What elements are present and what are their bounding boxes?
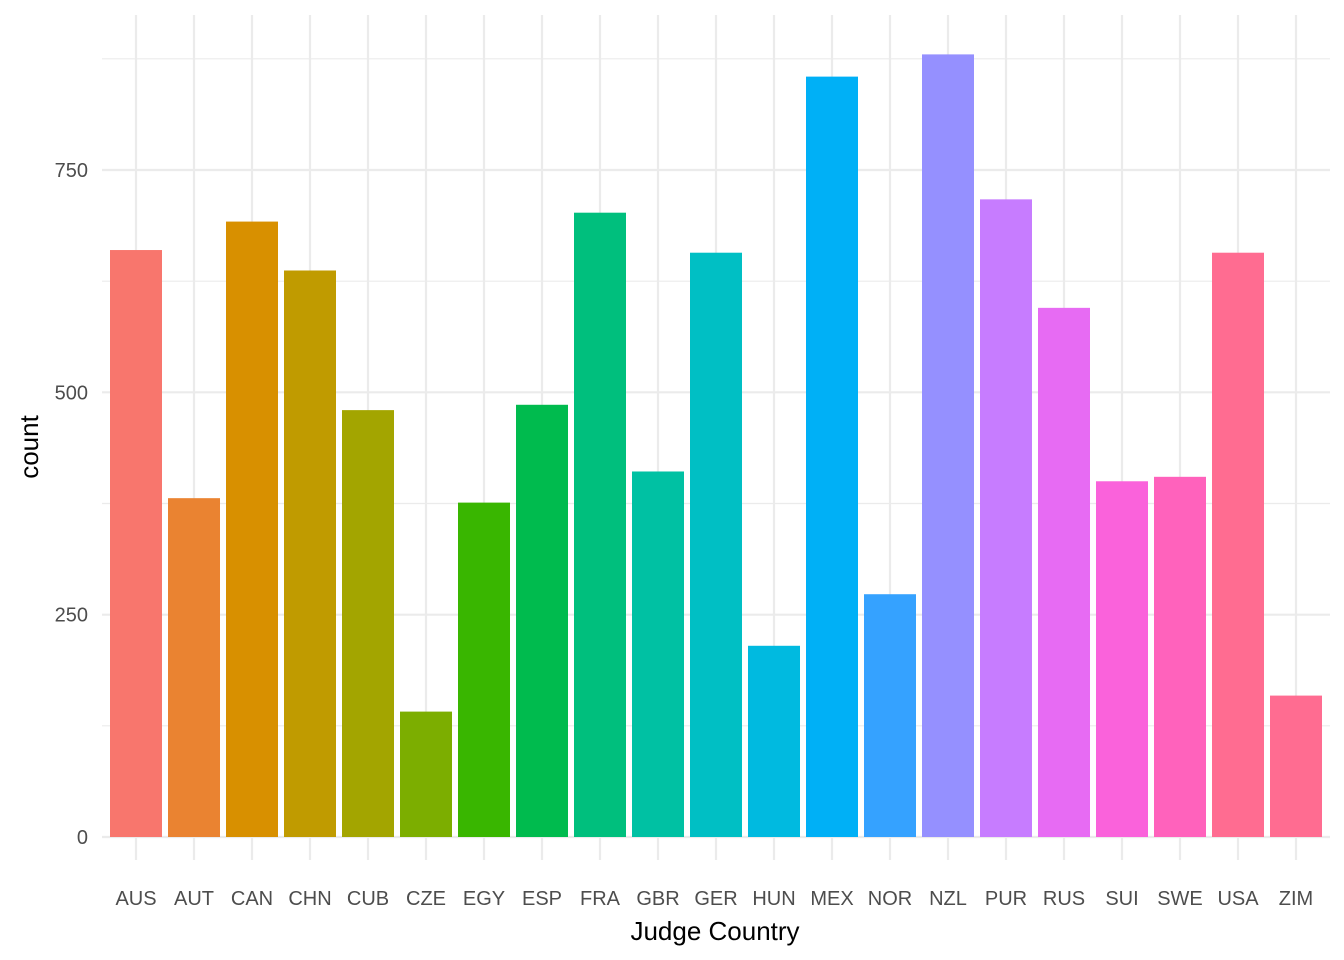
bar-swe (1154, 476, 1206, 837)
bar-cze (400, 711, 452, 837)
x-tick-label: GER (694, 888, 737, 910)
bar-aut (168, 498, 220, 837)
x-tick-label: CHN (288, 888, 331, 910)
x-tick-label: CUB (347, 888, 389, 910)
x-axis-title: Judge Country (630, 916, 799, 946)
x-tick-label: SWE (1157, 888, 1203, 910)
bar-hun (748, 645, 800, 837)
x-tick-label: AUT (174, 888, 214, 910)
x-tick-label: EGY (463, 888, 505, 910)
x-tick-label: MEX (810, 888, 853, 910)
y-axis-tick-labels: 0 250 500 750 (55, 160, 88, 849)
bar-rus (1038, 307, 1090, 837)
bar-fra (574, 212, 626, 838)
x-tick-label: AUS (115, 888, 156, 910)
bar-gbr (632, 471, 684, 837)
x-tick-label: GBR (636, 888, 679, 910)
bars (110, 54, 1322, 838)
bar-usa (1212, 252, 1264, 837)
x-tick-label: ESP (522, 888, 562, 910)
x-tick-label: HUN (752, 888, 795, 910)
bar-pur (980, 199, 1032, 837)
x-tick-label: USA (1217, 888, 1259, 910)
y-tick-label: 0 (77, 827, 88, 849)
bar-ger (690, 252, 742, 837)
x-tick-label: NOR (868, 888, 912, 910)
y-tick-label: 500 (55, 382, 88, 404)
bar-esp (516, 404, 568, 837)
bar-sui (1096, 481, 1148, 837)
bar-aus (110, 250, 162, 838)
x-tick-label: ZIM (1279, 888, 1313, 910)
x-tick-label: RUS (1043, 888, 1085, 910)
y-tick-label: 250 (55, 605, 88, 627)
bar-chn (284, 270, 336, 838)
bar-nor (864, 594, 916, 837)
x-axis-tick-labels: AUS AUT CAN CHN CUB CZE EGY ESP FRA GBR GER HUN MEX N… (115, 888, 1313, 910)
bar-zim (1270, 695, 1322, 837)
x-tick-label: PUR (985, 888, 1027, 910)
x-tick-label: CAN (231, 888, 273, 910)
x-tick-label: NZL (929, 888, 967, 910)
x-tick-label: FRA (580, 888, 621, 910)
x-tick-label: CZE (406, 888, 446, 910)
y-tick-label: 750 (55, 160, 88, 182)
bar-cub (342, 410, 394, 837)
bar-mex (806, 76, 858, 838)
bar-nzl (922, 54, 974, 838)
bar-egy (458, 502, 510, 837)
x-tick-label: SUI (1105, 888, 1138, 910)
bar-can (226, 221, 278, 838)
y-axis-title: count (14, 414, 44, 478)
